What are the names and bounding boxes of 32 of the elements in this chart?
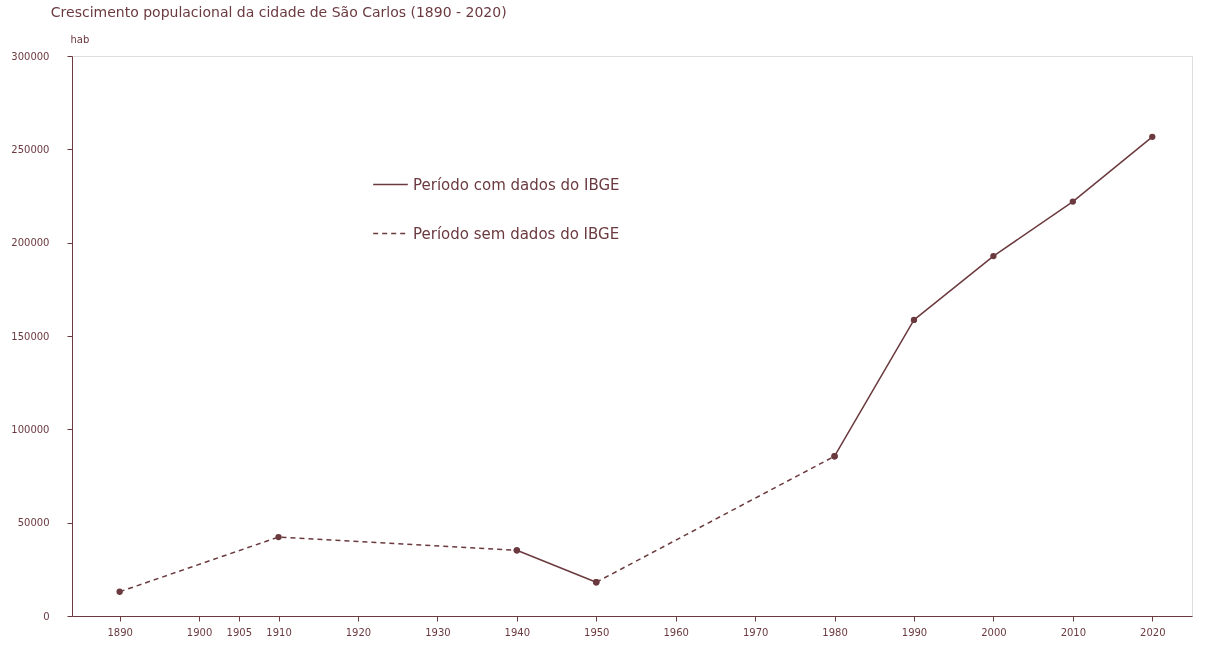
legend-label: Período com dados do IBGE xyxy=(413,175,620,194)
x-tick-label: 2010 xyxy=(1060,626,1087,638)
y-tick-label: 250000 xyxy=(11,143,50,155)
y-tick-label: 0 xyxy=(43,610,50,622)
point xyxy=(116,588,123,595)
x-tick-label: 2020 xyxy=(1140,626,1166,638)
x-tick-label: 1960 xyxy=(663,626,689,638)
x-tick-label: 1905 xyxy=(226,626,253,638)
x-tick-label: 1930 xyxy=(425,626,451,638)
y-tick-label: 150000 xyxy=(11,330,50,342)
point xyxy=(910,316,918,324)
point xyxy=(1069,198,1077,205)
y-axis-title: hab xyxy=(70,33,90,45)
x-tick-label: 1950 xyxy=(584,626,610,638)
y-tick-label: 100000 xyxy=(11,423,50,435)
x-tick-label: 1940 xyxy=(504,626,531,638)
point xyxy=(990,252,997,260)
x-tick-label: 1890 xyxy=(107,626,133,638)
x-tick-label: 1990 xyxy=(901,626,928,638)
x-tick-label: 1920 xyxy=(345,626,372,638)
x-tick-label: 2000 xyxy=(981,626,1007,638)
x-tick-label: 1970 xyxy=(742,626,769,638)
y-tick-label: 200000 xyxy=(11,237,50,249)
legend-label: Período sem dados do IBGE xyxy=(413,224,620,243)
x-tick-label: 1980 xyxy=(822,626,848,638)
y-tick-label: 300000 xyxy=(11,50,50,62)
point xyxy=(1149,133,1156,140)
point xyxy=(275,533,282,541)
x-tick-label: 1910 xyxy=(266,626,292,638)
y-tick-label: 50000 xyxy=(17,517,50,529)
x-tick-label: 1900 xyxy=(186,626,213,638)
chart-title: Crescimento populacional da cidade de São Carlos (1890 - 2020) xyxy=(50,4,507,20)
